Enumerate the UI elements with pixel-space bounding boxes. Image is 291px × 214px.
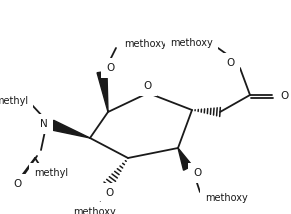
Text: methoxy: methoxy	[124, 39, 167, 49]
Text: O: O	[280, 91, 288, 101]
Text: methoxy: methoxy	[74, 207, 116, 214]
Text: methyl: methyl	[34, 168, 68, 178]
Text: methoxy: methoxy	[205, 193, 248, 203]
Text: O: O	[227, 58, 235, 68]
Text: O: O	[106, 63, 114, 73]
Text: N: N	[40, 119, 48, 129]
Text: O: O	[14, 179, 22, 189]
Polygon shape	[50, 120, 90, 138]
Polygon shape	[97, 71, 108, 112]
Text: O: O	[106, 188, 114, 198]
Text: methyl: methyl	[0, 96, 28, 106]
Text: O: O	[193, 168, 201, 178]
Text: O: O	[144, 81, 152, 91]
Polygon shape	[178, 148, 192, 170]
Text: methoxy: methoxy	[170, 38, 213, 48]
